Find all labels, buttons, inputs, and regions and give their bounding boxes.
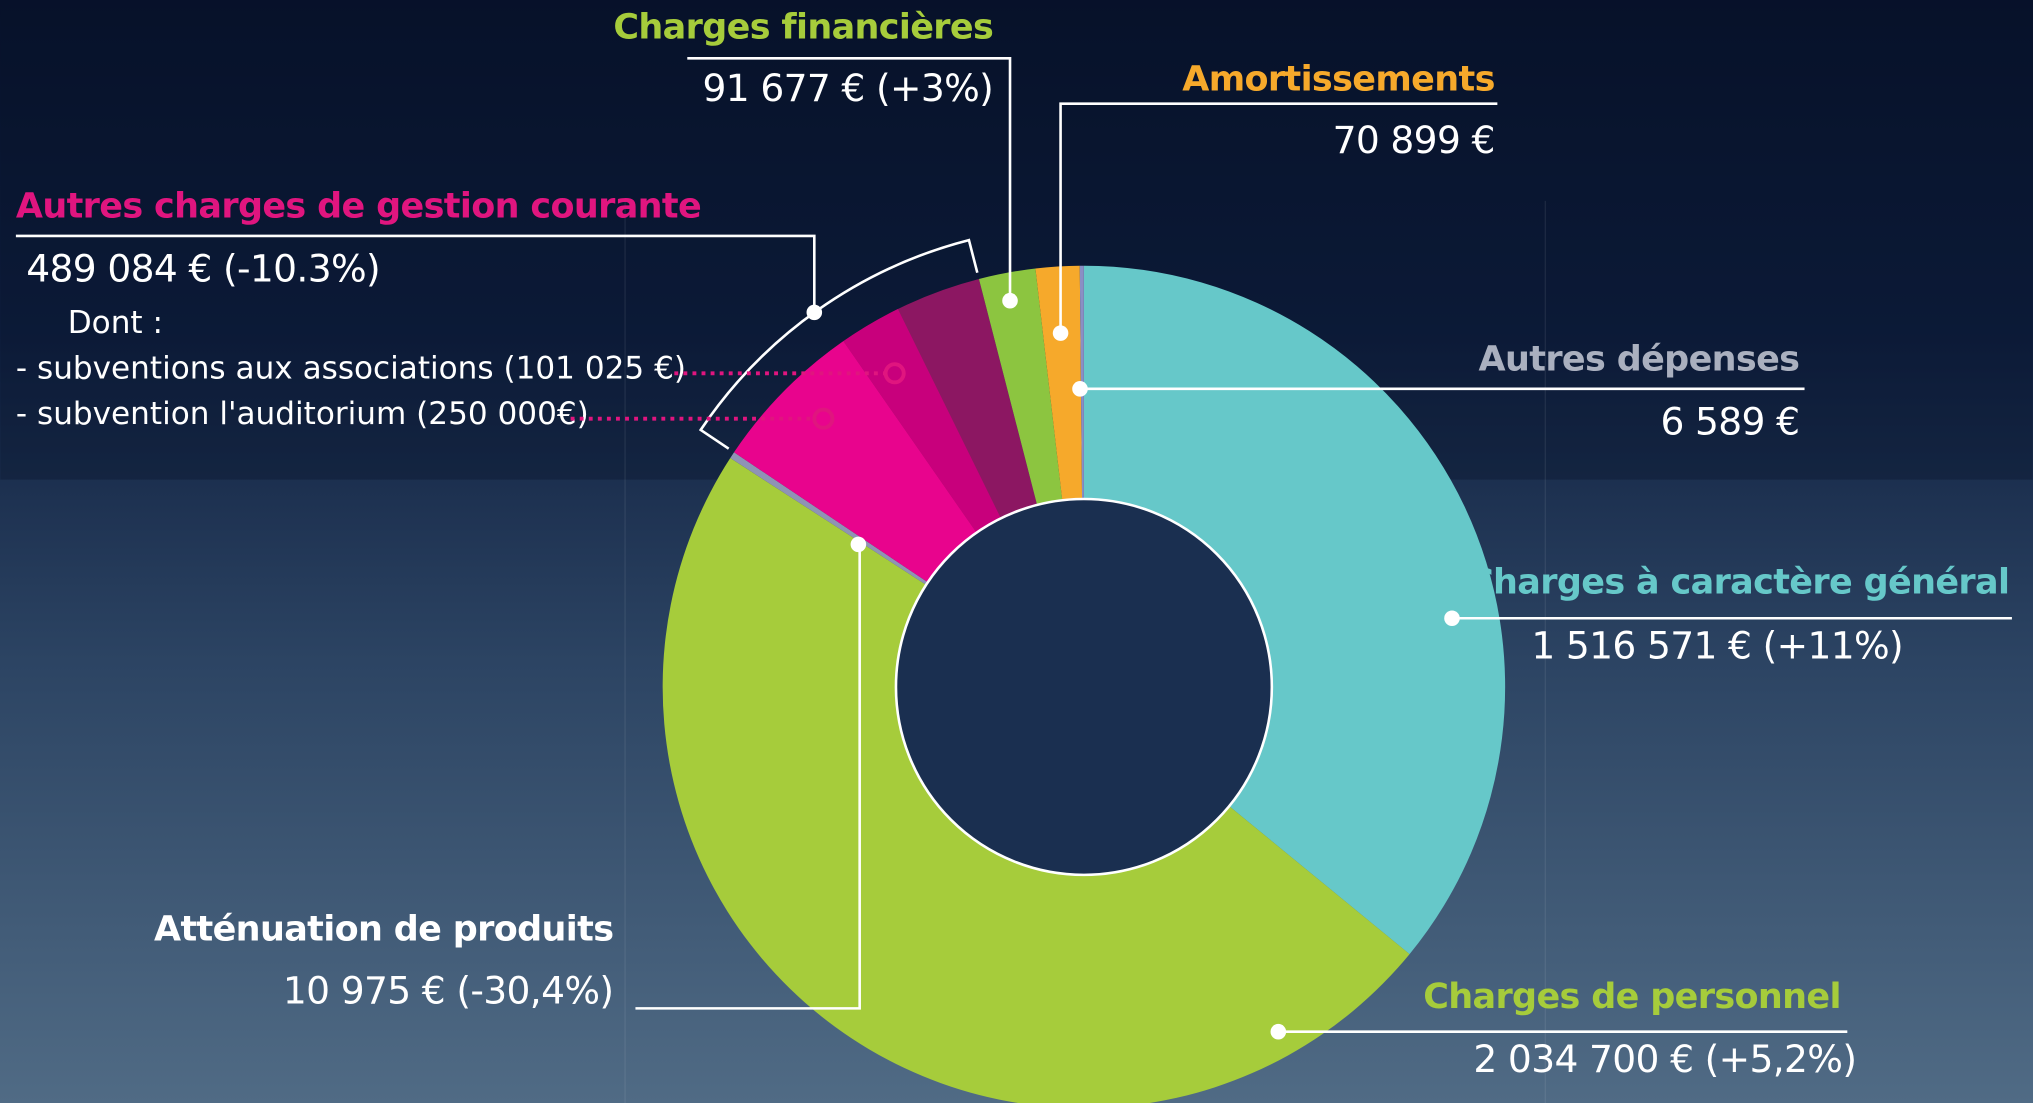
category-label: Atténuation de produits <box>154 910 613 950</box>
labels: Charges à caractère général 1 516 571 € (… <box>15 8 2012 1081</box>
category-label: Autres charges de gestion courante <box>16 186 701 226</box>
leader-line <box>687 57 1012 301</box>
leader-line <box>1059 102 1498 334</box>
value-label: 6 589 € <box>1660 399 1799 443</box>
leader-dot <box>1444 610 1460 627</box>
leader-dot <box>806 304 823 321</box>
leader-dot <box>1270 1023 1287 1040</box>
category-label: Autres dépenses <box>1479 339 1800 379</box>
sub-slice <box>843 309 1001 533</box>
leader-dot <box>1072 381 1088 397</box>
value-label: 91 677 € (+3%) <box>703 66 994 110</box>
breakdown-item: - subvention l'auditorium (250 000€) <box>16 396 589 432</box>
value-label: 10 975 € (-30,4%) <box>283 968 614 1012</box>
category-label: Charges financières <box>613 8 993 48</box>
value-label: 2 034 700 € (+5,2%) <box>1473 1037 1856 1081</box>
slice <box>730 452 928 585</box>
leader-ring <box>812 407 835 430</box>
leader-line <box>15 234 816 313</box>
leader-dot <box>1002 292 1018 309</box>
category-label: Amortissements <box>1182 59 1494 99</box>
leader-line <box>635 544 861 1010</box>
category-label: Charges à caractère général <box>1468 562 2009 602</box>
leader-dot <box>850 536 867 553</box>
value-label: 1 516 571 € (+11%) <box>1531 624 1903 668</box>
sub-slice <box>734 341 977 583</box>
leader-dot <box>1052 325 1069 341</box>
value-label: 70 899 € <box>1333 118 1495 162</box>
category-label: Charges de personnel <box>1423 977 1841 1017</box>
slices <box>662 238 1506 1103</box>
slice <box>978 268 1063 505</box>
slice <box>1083 265 1506 955</box>
leader-ring <box>883 362 906 385</box>
slice <box>1035 265 1083 501</box>
value-label: 489 084 € (-10.3%) <box>26 246 380 290</box>
breakdown-title: Dont : <box>68 305 163 341</box>
donut-hole <box>894 497 1274 877</box>
breakdown-item: - subventions aux associations (101 025 … <box>16 350 686 386</box>
slice <box>662 458 1410 1103</box>
